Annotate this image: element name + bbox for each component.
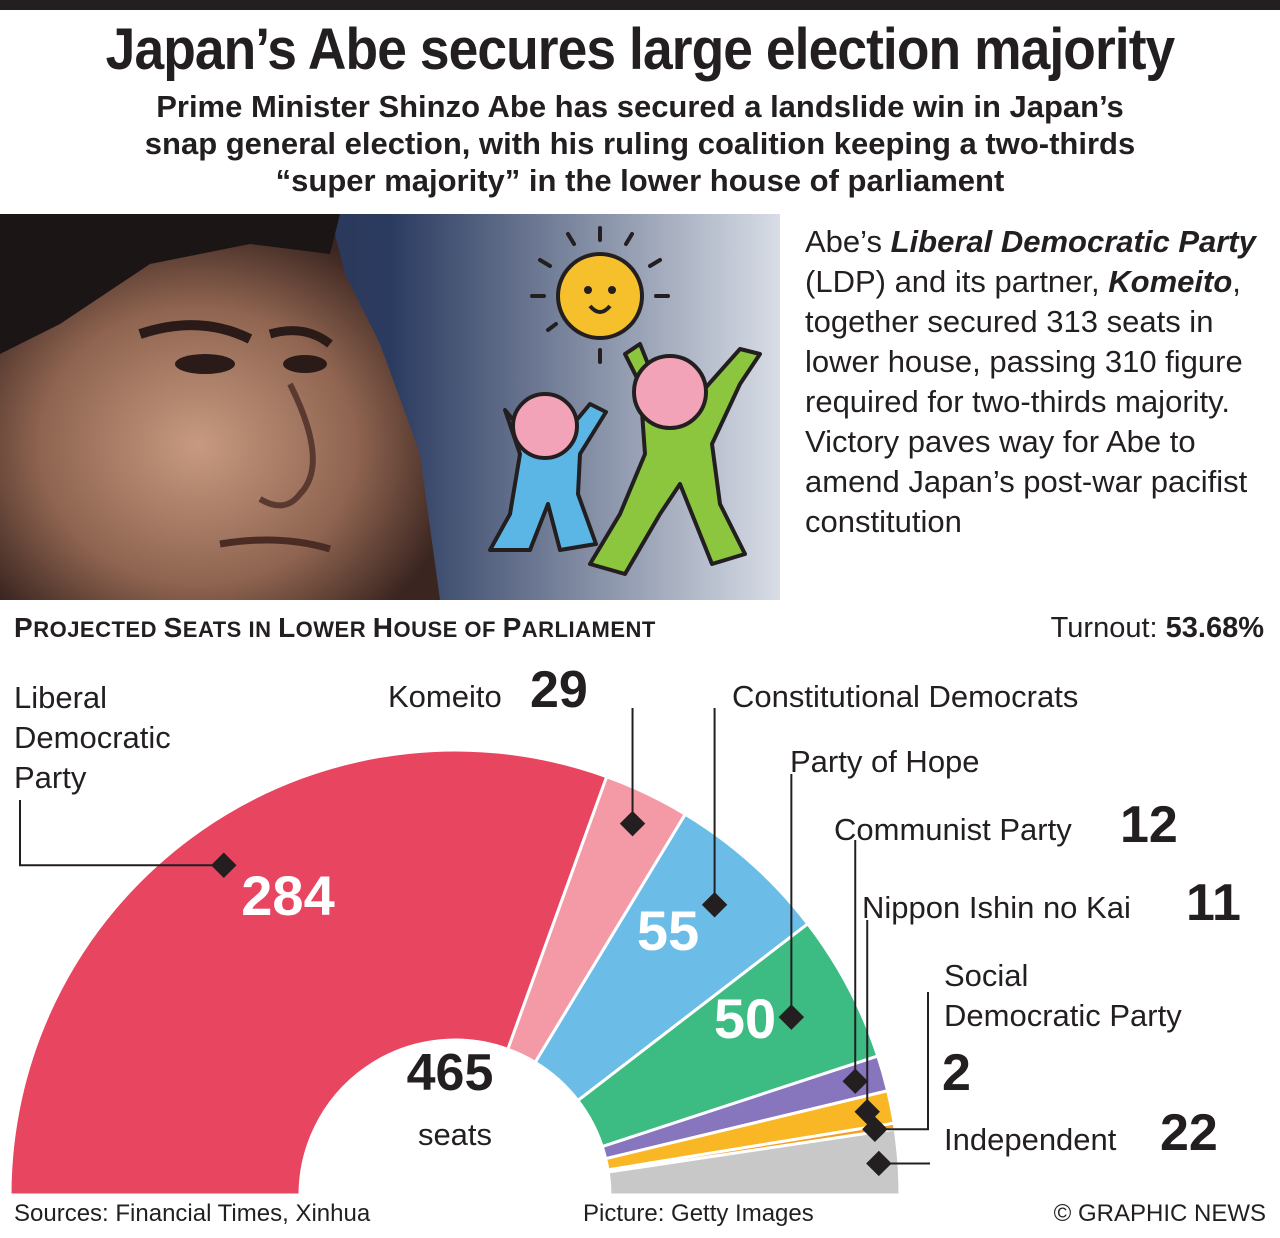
marker-komeito [619,810,646,837]
graphic-news-credit: © GRAPHIC NEWS [1053,1200,1266,1227]
abe-photo [0,214,780,600]
total-seats-value: 465 [407,1044,494,1102]
blue-figure-icon [488,392,608,552]
label-ldp-2: Democratic [14,720,171,755]
summary-text: Abe’s Liberal Democratic Party (LDP) and… [805,222,1265,542]
value-jcp: 12 [1120,796,1178,854]
t10: ARLIAMENT [521,617,656,642]
picture-credit: Picture: Getty Images [583,1200,814,1227]
subtitle-line-1: Prime Minister Shinzo Abe has secured a … [156,89,1124,124]
slice-independent [606,1127,902,1195]
label-ldp-3: Party [14,760,87,795]
sun-icon [530,226,670,364]
subtitle-line-2: snap general election, with his ruling c… [144,126,1136,161]
t1: P [14,612,34,643]
leader-ldp [19,800,224,867]
green-figure-icon [588,342,762,576]
subtitle: Prime Minister Shinzo Abe has secured a … [60,88,1220,199]
t5: L [278,612,296,643]
t7: H [372,612,394,643]
top-rule [0,0,1280,10]
t6: OWER [295,617,373,642]
label-jcp: Communist Party [834,812,1072,847]
value-komeito: 29 [530,661,588,719]
label-sdp: Social Democratic Party [944,958,1182,1033]
turnout-label: Turnout: [1050,612,1166,644]
turnout-value: 53.68% [1165,612,1264,644]
marker-sdp [862,1116,888,1142]
total-seats-unit: seats [418,1117,492,1152]
value-hope: 50 [714,987,776,1050]
value-cdp: 55 [637,899,699,962]
value-ishin: 11 [1186,874,1241,932]
label-ldp-1: Liberal [14,680,107,715]
t9: P [502,612,522,643]
leader-sdp [874,992,929,1131]
t2: ROJECTED [33,617,164,642]
t3: S [163,612,183,643]
value-ind: 22 [1160,1104,1218,1162]
label-ind: Independent [944,1122,1117,1157]
turnout: Turnout: 53.68% [1051,612,1264,645]
sources: Sources: Financial Times, Xinhua [14,1200,371,1227]
headline: Japan’s Abe secures large election major… [105,17,1176,82]
label-sdp-2: Democratic Party [944,998,1182,1033]
ldp-name: Liberal Democratic Party [890,224,1256,259]
label-sdp-1: Social [944,958,1028,993]
slice-ldp [8,748,609,1195]
t8: OUSE OF [393,617,503,642]
komeito-name: Komeito [1108,264,1233,299]
label-cdp: Constitutional Democrats [732,679,1078,714]
summary-part-1: Abe’s [805,224,891,259]
label-ldp: Liberal Democratic Party [14,680,179,795]
label-komeito: Komeito [388,679,502,714]
value-sdp: 2 [942,1044,971,1102]
subtitle-line-3: “super majority” in the lower house of p… [275,163,1005,198]
label-ishin: Nippon Ishin no Kai [862,890,1131,925]
summary-part-3: , together secured 313 seats in lower ho… [805,264,1248,539]
chart-title: PROJECTED SEATS IN LOWER HOUSE OF PARLIA… [14,612,656,644]
marker-jcp [842,1068,868,1094]
marker-hope [778,1004,805,1030]
value-ldp: 284 [241,864,334,927]
t4: EATS IN [182,617,279,642]
seat-chart: 465 seats 284 55 50 Liberal Democratic P… [8,661,1241,1195]
label-hope: Party of Hope [790,744,980,779]
summary-part-2: (LDP) and its partner, [805,264,1109,299]
